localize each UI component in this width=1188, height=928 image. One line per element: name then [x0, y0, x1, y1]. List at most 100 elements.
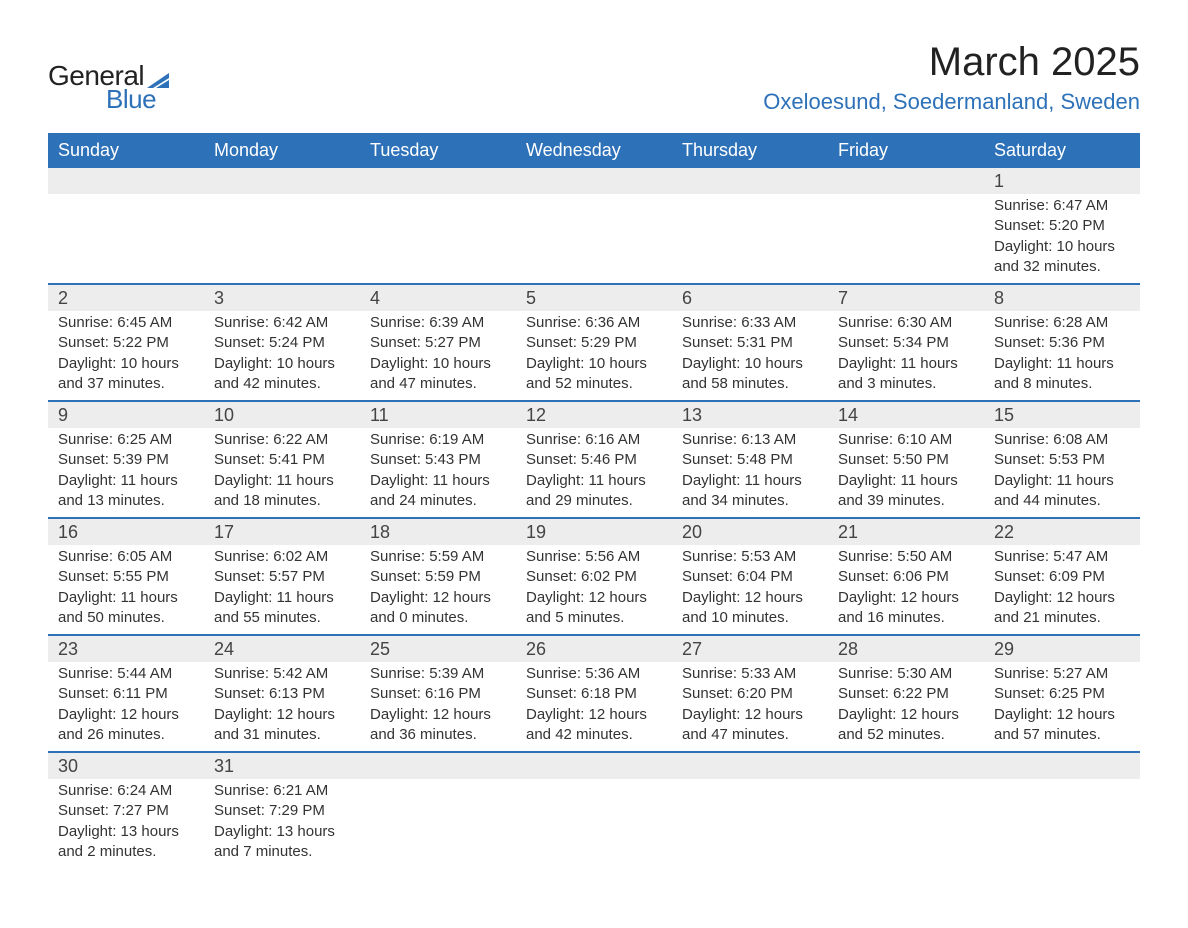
daylight-line: Daylight: 12 hours and 31 minutes.: [214, 705, 350, 746]
calendar-day: 10Sunrise: 6:22 AMSunset: 5:41 PMDayligh…: [204, 401, 360, 518]
calendar-day: 17Sunrise: 6:02 AMSunset: 5:57 PMDayligh…: [204, 518, 360, 635]
daylight-line: Daylight: 12 hours and 47 minutes.: [682, 705, 818, 746]
weekday-header-row: SundayMondayTuesdayWednesdayThursdayFrid…: [48, 133, 1140, 168]
day-content: Sunrise: 5:44 AMSunset: 6:11 PMDaylight:…: [48, 662, 204, 751]
sunset-line: Sunset: 5:34 PM: [838, 333, 974, 353]
weekday-header: Wednesday: [516, 133, 672, 168]
day-number: 25: [360, 636, 516, 662]
calendar-day: 4Sunrise: 6:39 AMSunset: 5:27 PMDaylight…: [360, 284, 516, 401]
calendar-day-empty: [360, 752, 516, 868]
daylight-line: Daylight: 12 hours and 36 minutes.: [370, 705, 506, 746]
day-number: 23: [48, 636, 204, 662]
calendar-day-empty: [672, 168, 828, 284]
calendar-day-empty: [204, 168, 360, 284]
calendar-week: 2Sunrise: 6:45 AMSunset: 5:22 PMDaylight…: [48, 284, 1140, 401]
calendar-day: 15Sunrise: 6:08 AMSunset: 5:53 PMDayligh…: [984, 401, 1140, 518]
day-content: Sunrise: 6:47 AMSunset: 5:20 PMDaylight:…: [984, 194, 1140, 283]
day-number: 6: [672, 285, 828, 311]
daylight-line: Daylight: 11 hours and 44 minutes.: [994, 471, 1130, 512]
sunset-line: Sunset: 5:57 PM: [214, 567, 350, 587]
daylight-line: Daylight: 12 hours and 42 minutes.: [526, 705, 662, 746]
sunrise-line: Sunrise: 6:28 AM: [994, 313, 1130, 333]
day-content: [516, 779, 672, 859]
day-number: [828, 753, 984, 779]
sunrise-line: Sunrise: 5:47 AM: [994, 547, 1130, 567]
calendar-day-empty: [984, 752, 1140, 868]
daylight-line: Daylight: 10 hours and 52 minutes.: [526, 354, 662, 395]
calendar-day: 3Sunrise: 6:42 AMSunset: 5:24 PMDaylight…: [204, 284, 360, 401]
day-content: Sunrise: 6:33 AMSunset: 5:31 PMDaylight:…: [672, 311, 828, 400]
day-number: 30: [48, 753, 204, 779]
daylight-line: Daylight: 11 hours and 50 minutes.: [58, 588, 194, 629]
sunrise-line: Sunrise: 5:30 AM: [838, 664, 974, 684]
day-content: [984, 779, 1140, 859]
day-content: Sunrise: 6:42 AMSunset: 5:24 PMDaylight:…: [204, 311, 360, 400]
day-number: [828, 168, 984, 194]
day-number: [516, 753, 672, 779]
sunrise-line: Sunrise: 6:42 AM: [214, 313, 350, 333]
sunset-line: Sunset: 6:18 PM: [526, 684, 662, 704]
sunset-line: Sunset: 5:46 PM: [526, 450, 662, 470]
day-content: [672, 194, 828, 274]
daylight-line: Daylight: 12 hours and 57 minutes.: [994, 705, 1130, 746]
day-content: Sunrise: 6:08 AMSunset: 5:53 PMDaylight:…: [984, 428, 1140, 517]
sunrise-line: Sunrise: 6:16 AM: [526, 430, 662, 450]
sunset-line: Sunset: 5:41 PM: [214, 450, 350, 470]
sunset-line: Sunset: 7:29 PM: [214, 801, 350, 821]
sunrise-line: Sunrise: 6:30 AM: [838, 313, 974, 333]
calendar-day-empty: [516, 168, 672, 284]
sunset-line: Sunset: 6:16 PM: [370, 684, 506, 704]
weekday-header: Thursday: [672, 133, 828, 168]
sunset-line: Sunset: 5:50 PM: [838, 450, 974, 470]
day-content: Sunrise: 6:16 AMSunset: 5:46 PMDaylight:…: [516, 428, 672, 517]
day-content: Sunrise: 5:53 AMSunset: 6:04 PMDaylight:…: [672, 545, 828, 634]
day-number: 1: [984, 168, 1140, 194]
sunrise-line: Sunrise: 5:27 AM: [994, 664, 1130, 684]
sunrise-line: Sunrise: 5:42 AM: [214, 664, 350, 684]
sunset-line: Sunset: 5:29 PM: [526, 333, 662, 353]
sunrise-line: Sunrise: 6:22 AM: [214, 430, 350, 450]
calendar-day: 21Sunrise: 5:50 AMSunset: 6:06 PMDayligh…: [828, 518, 984, 635]
sunrise-line: Sunrise: 6:47 AM: [994, 196, 1130, 216]
day-number: 9: [48, 402, 204, 428]
day-content: Sunrise: 5:36 AMSunset: 6:18 PMDaylight:…: [516, 662, 672, 751]
calendar-day: 18Sunrise: 5:59 AMSunset: 5:59 PMDayligh…: [360, 518, 516, 635]
sunrise-line: Sunrise: 5:50 AM: [838, 547, 974, 567]
month-title: March 2025: [763, 40, 1140, 85]
day-content: Sunrise: 6:02 AMSunset: 5:57 PMDaylight:…: [204, 545, 360, 634]
sunset-line: Sunset: 6:22 PM: [838, 684, 974, 704]
sunset-line: Sunset: 5:48 PM: [682, 450, 818, 470]
calendar-day: 30Sunrise: 6:24 AMSunset: 7:27 PMDayligh…: [48, 752, 204, 868]
sunset-line: Sunset: 7:27 PM: [58, 801, 194, 821]
calendar-day: 29Sunrise: 5:27 AMSunset: 6:25 PMDayligh…: [984, 635, 1140, 752]
day-content: Sunrise: 6:13 AMSunset: 5:48 PMDaylight:…: [672, 428, 828, 517]
day-number: 15: [984, 402, 1140, 428]
day-number: 16: [48, 519, 204, 545]
calendar-day: 16Sunrise: 6:05 AMSunset: 5:55 PMDayligh…: [48, 518, 204, 635]
calendar-day: 2Sunrise: 6:45 AMSunset: 5:22 PMDaylight…: [48, 284, 204, 401]
sunrise-line: Sunrise: 6:39 AM: [370, 313, 506, 333]
daylight-line: Daylight: 11 hours and 18 minutes.: [214, 471, 350, 512]
day-content: Sunrise: 6:28 AMSunset: 5:36 PMDaylight:…: [984, 311, 1140, 400]
day-content: Sunrise: 5:47 AMSunset: 6:09 PMDaylight:…: [984, 545, 1140, 634]
sunset-line: Sunset: 5:20 PM: [994, 216, 1130, 236]
calendar-day: 12Sunrise: 6:16 AMSunset: 5:46 PMDayligh…: [516, 401, 672, 518]
day-number: 24: [204, 636, 360, 662]
day-content: [828, 779, 984, 859]
day-content: [516, 194, 672, 274]
day-number: 12: [516, 402, 672, 428]
calendar-day: 14Sunrise: 6:10 AMSunset: 5:50 PMDayligh…: [828, 401, 984, 518]
day-content: Sunrise: 6:21 AMSunset: 7:29 PMDaylight:…: [204, 779, 360, 868]
sunrise-line: Sunrise: 6:19 AM: [370, 430, 506, 450]
sunset-line: Sunset: 6:25 PM: [994, 684, 1130, 704]
day-content: [360, 194, 516, 274]
calendar-day-empty: [516, 752, 672, 868]
sunrise-line: Sunrise: 6:10 AM: [838, 430, 974, 450]
weekday-header: Sunday: [48, 133, 204, 168]
calendar-day: 26Sunrise: 5:36 AMSunset: 6:18 PMDayligh…: [516, 635, 672, 752]
sunset-line: Sunset: 6:02 PM: [526, 567, 662, 587]
day-content: [204, 194, 360, 274]
daylight-line: Daylight: 12 hours and 26 minutes.: [58, 705, 194, 746]
sunset-line: Sunset: 5:53 PM: [994, 450, 1130, 470]
day-number: 26: [516, 636, 672, 662]
